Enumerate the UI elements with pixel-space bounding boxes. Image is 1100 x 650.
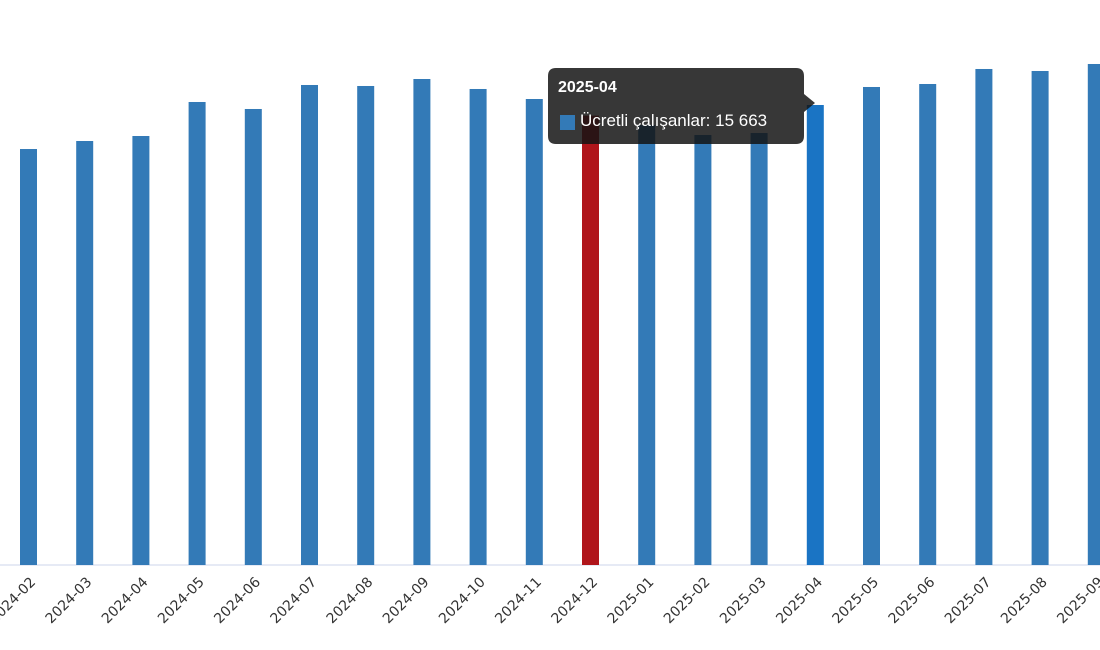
- tooltip-text: Ücretli çalışanlar: 15 663: [580, 111, 767, 130]
- bar: [132, 136, 150, 566]
- bar: [301, 84, 318, 565]
- bar: [750, 133, 768, 565]
- bar: [188, 101, 206, 566]
- tooltip-series: Ücretli çalışanlar: [580, 111, 706, 130]
- x-tick-label: 2024-08: [324, 574, 377, 627]
- bar: [244, 108, 262, 566]
- x-tick-label: 2024-09: [380, 574, 433, 627]
- separator: :: [706, 111, 715, 130]
- bar: [1031, 70, 1049, 565]
- x-tick-label: 2025-09: [1054, 574, 1100, 627]
- bar: [1087, 63, 1100, 565]
- x-tick-label: 2025-08: [998, 574, 1051, 627]
- tooltip-box: [548, 68, 815, 144]
- x-tick-label: 2025-07: [942, 574, 995, 627]
- bar: [76, 141, 94, 565]
- bar: [582, 115, 599, 565]
- x-tick-label: 2025-01: [605, 574, 658, 627]
- bars: [20, 63, 1100, 566]
- x-tick-label: 2025-02: [661, 574, 714, 627]
- bar: [919, 83, 937, 566]
- bar: [469, 88, 487, 565]
- x-tick-label: 2024-04: [99, 574, 152, 627]
- x-labels: 2024-02 2024-03 2024-04 2024-05 2024-06 2024-…: [0, 574, 1100, 627]
- bar: [525, 99, 543, 566]
- x-tick-label: 2024-06: [211, 574, 264, 627]
- bar: [638, 124, 656, 565]
- bar: [975, 68, 993, 566]
- x-tick-label: 2025-06: [886, 574, 939, 627]
- tooltip-title: 2025-04: [558, 79, 617, 96]
- x-tick-label: 2025-05: [829, 574, 882, 627]
- bar: [806, 104, 824, 565]
- bar: [863, 86, 880, 566]
- x-tick-label: 2024-03: [43, 574, 96, 627]
- x-tick-label: 2025-03: [717, 574, 770, 627]
- bar: [357, 85, 375, 565]
- bar: [20, 149, 37, 566]
- bar: [694, 135, 712, 565]
- tooltip: 2025-04 Ücretli çalışanlar: 15 663: [548, 68, 815, 144]
- x-tick-label: 2024-11: [492, 574, 545, 627]
- bar: [413, 79, 431, 565]
- x-tick-label: 2024-05: [155, 574, 208, 627]
- x-tick-label: 2024-07: [267, 574, 320, 627]
- x-tick-label: 2024-02: [0, 574, 39, 627]
- x-tick-label: 2024-10: [436, 574, 489, 627]
- x-tick-label: 2024-12: [548, 574, 601, 627]
- tooltip-value: 15 663: [715, 111, 767, 130]
- tooltip-swatch: [560, 115, 575, 130]
- x-tick-label: 2025-04: [773, 574, 826, 627]
